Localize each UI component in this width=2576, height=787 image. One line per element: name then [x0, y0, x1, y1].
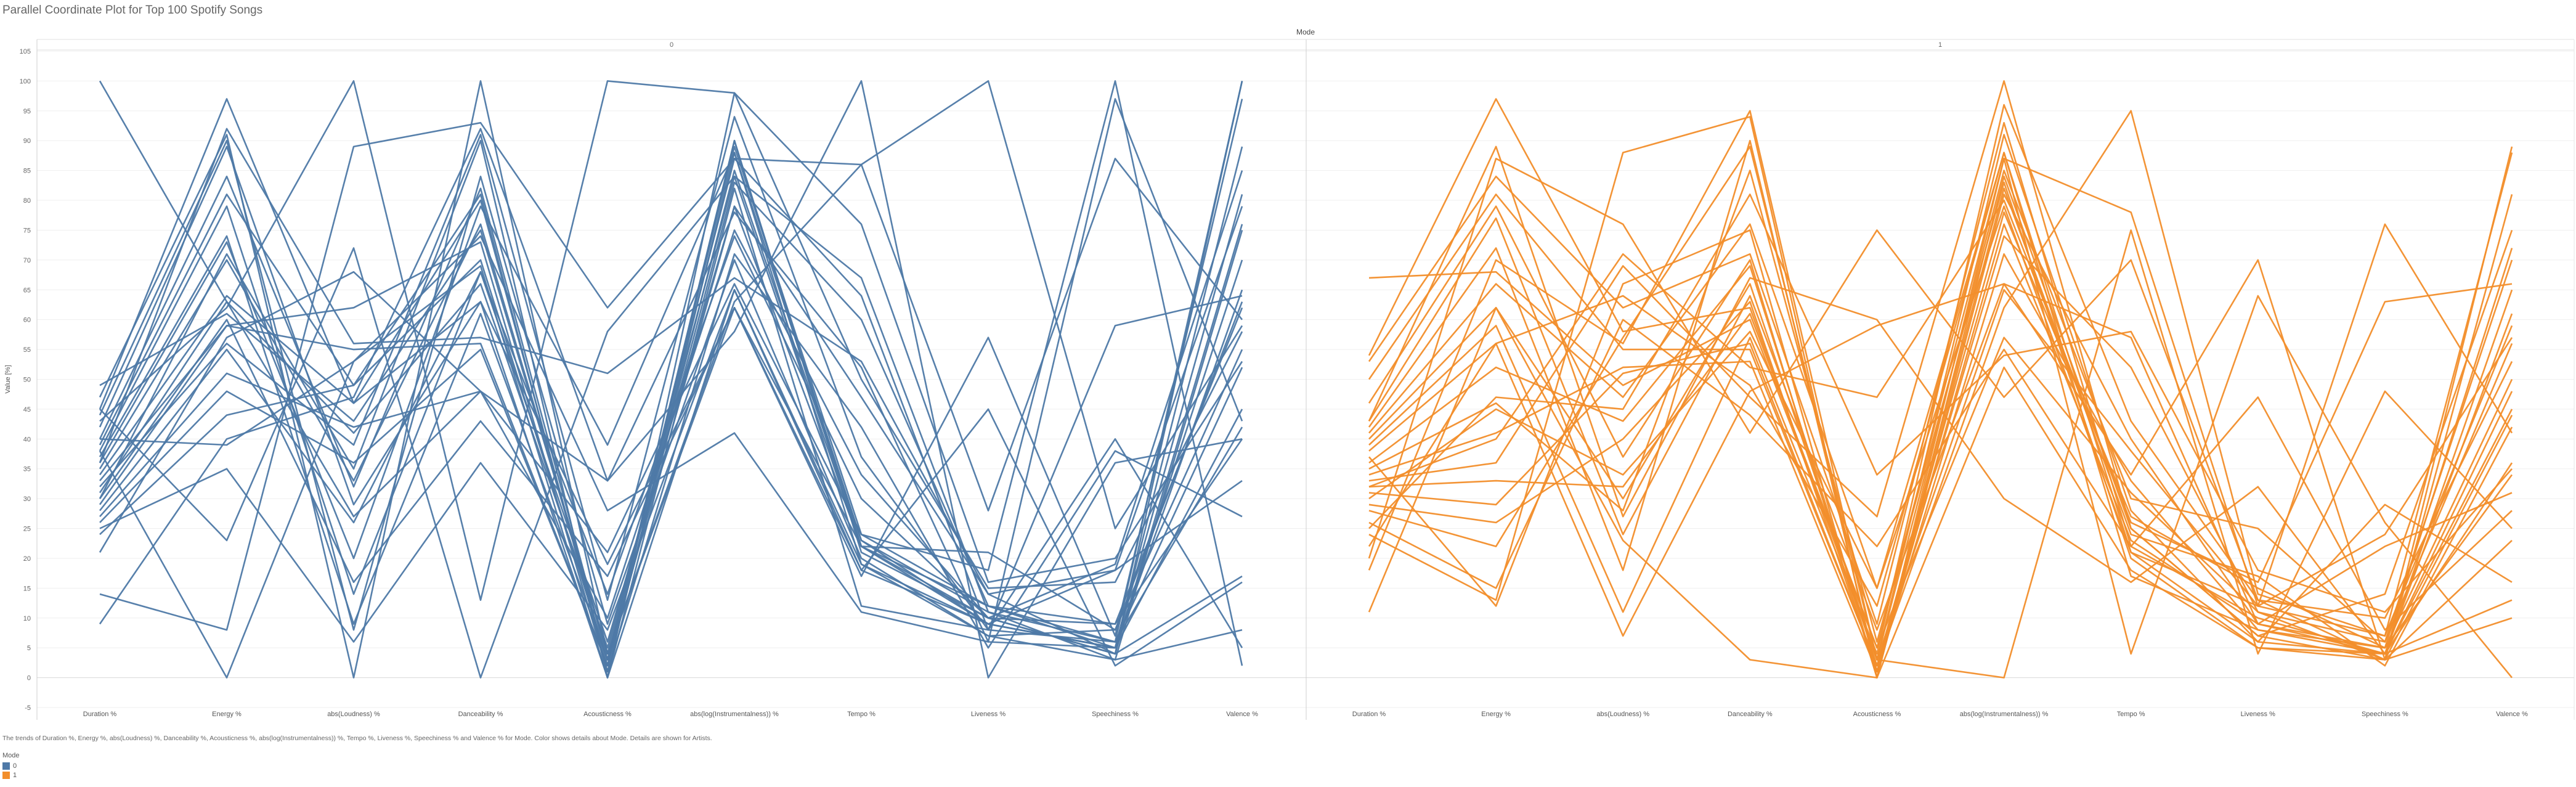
- x-tick-label: Speechiness %: [2362, 711, 2408, 718]
- y-tick-label: 70: [23, 257, 31, 264]
- x-tick-label: Tempo %: [847, 711, 876, 718]
- x-tick-label: Duration %: [83, 711, 117, 718]
- legend: Mode 0 1: [2, 752, 20, 780]
- x-tick-label: Danceability %: [458, 711, 503, 718]
- series-line-mode-1: [1368, 152, 2513, 649]
- series-line-mode-0: [99, 139, 1243, 679]
- series-line-mode-0: [99, 80, 1243, 679]
- x-tick-label: Acousticness %: [1853, 711, 1901, 718]
- x-tick-label: Energy %: [1481, 711, 1511, 718]
- x-tick-label: Acousticness %: [583, 711, 632, 718]
- series-line-mode-0: [99, 152, 1243, 673]
- x-tick-label: Liveness %: [2241, 711, 2275, 718]
- series-line-mode-0: [99, 92, 1243, 679]
- y-tick-label: 80: [23, 197, 31, 205]
- legend-label-1: 1: [13, 771, 17, 779]
- legend-title: Mode: [2, 752, 20, 759]
- text-layer: Mode-50510152025303540455055606570758085…: [4, 28, 2528, 718]
- x-tick-label: Valence %: [1226, 711, 1258, 718]
- series-line-mode-0: [99, 205, 1243, 643]
- parallel-coordinate-chart: Mode-50510152025303540455055606570758085…: [4, 28, 2575, 720]
- series-line-mode-1: [1368, 194, 2513, 679]
- y-tick-label: 10: [23, 615, 31, 622]
- x-tick-label: Speechiness %: [1092, 711, 1139, 718]
- x-tick-label: Duration %: [1352, 711, 1386, 718]
- y-axis-title: Value [%]: [4, 365, 12, 393]
- series-line-mode-1: [1368, 157, 2513, 679]
- series-line-mode-0: [99, 80, 1243, 666]
- series-line-mode-1: [1368, 199, 2513, 584]
- y-tick-label: 30: [23, 495, 31, 503]
- y-tick-label: 75: [23, 227, 31, 234]
- chart-title: Parallel Coordinate Plot for Top 100 Spo…: [2, 4, 263, 17]
- y-tick-label: 100: [20, 78, 31, 85]
- frame-layer: [36, 39, 2575, 720]
- x-tick-label: Energy %: [212, 711, 242, 718]
- y-tick-label: 5: [27, 645, 31, 652]
- series-line-mode-1: [1368, 145, 2513, 655]
- column-header: Mode: [1296, 28, 1315, 36]
- x-tick-label: abs(Loudness) %: [327, 711, 380, 718]
- x-tick-label: Valence %: [2496, 711, 2528, 718]
- legend-item-mode-1[interactable]: 1: [2, 770, 20, 780]
- series-line-mode-1: [1368, 134, 2513, 661]
- y-tick-label: 25: [23, 526, 31, 533]
- series-line-mode-0: [99, 170, 1243, 619]
- panel-header-mode-0: 0: [670, 41, 673, 49]
- y-tick-label: 20: [23, 555, 31, 563]
- series-line-mode-0: [99, 80, 1243, 601]
- y-tick-label: 65: [23, 287, 31, 294]
- panel-header-mode-1: 1: [1938, 41, 1942, 49]
- y-tick-label: 85: [23, 168, 31, 175]
- series-line-mode-1: [1368, 319, 2513, 631]
- lines-layer: [99, 80, 2513, 679]
- y-tick-label: 50: [23, 377, 31, 384]
- legend-item-mode-0[interactable]: 0: [2, 761, 20, 770]
- y-tick-label: 35: [23, 466, 31, 473]
- x-tick-label: Tempo %: [2117, 711, 2145, 718]
- series-line-mode-0: [99, 157, 1243, 655]
- y-tick-label: 40: [23, 436, 31, 443]
- chart-caption: The trends of Duration %, Energy %, abs(…: [2, 735, 712, 742]
- series-line-mode-1: [1368, 110, 2513, 679]
- legend-label-0: 0: [13, 762, 17, 770]
- y-tick-label: 95: [23, 108, 31, 115]
- y-tick-label: 0: [27, 675, 31, 682]
- x-tick-label: abs(Loudness) %: [1596, 711, 1649, 718]
- series-line-mode-1: [1368, 139, 2513, 673]
- series-line-mode-0: [99, 80, 1243, 649]
- series-line-mode-1: [1368, 110, 2513, 667]
- x-tick-label: Danceability %: [1728, 711, 1773, 718]
- series-line-mode-1: [1368, 235, 2513, 667]
- series-line-mode-0: [99, 80, 1243, 631]
- series-line-mode-0: [99, 98, 1243, 643]
- y-tick-label: 90: [23, 137, 31, 145]
- y-tick-label: 55: [23, 346, 31, 354]
- series-line-mode-0: [99, 265, 1243, 679]
- y-tick-label: 60: [23, 317, 31, 324]
- series-line-mode-1: [1368, 259, 2513, 661]
- series-line-mode-0: [99, 175, 1243, 679]
- series-line-mode-0: [99, 139, 1243, 661]
- legend-swatch-1: [2, 771, 10, 779]
- series-line-mode-1: [1368, 253, 2513, 673]
- x-tick-label: Liveness %: [971, 711, 1006, 718]
- series-line-mode-1: [1368, 157, 2513, 661]
- series-line-mode-1: [1368, 116, 2513, 679]
- series-line-mode-1: [1368, 152, 2513, 643]
- series-line-mode-0: [99, 80, 1243, 679]
- y-tick-label: 105: [20, 48, 31, 55]
- series-line-mode-1: [1368, 194, 2513, 613]
- series-line-mode-0: [99, 194, 1243, 673]
- x-tick-label: abs(log(Instrumentalness)) %: [1960, 711, 2049, 718]
- series-line-mode-0: [99, 128, 1243, 655]
- x-tick-label: abs(log(Instrumentalness)) %: [690, 711, 779, 718]
- y-tick-label: 15: [23, 585, 31, 592]
- y-tick-label: -5: [25, 704, 31, 712]
- grid-layer: [37, 51, 2574, 708]
- series-line-mode-1: [1368, 169, 2513, 661]
- legend-swatch-0: [2, 762, 10, 770]
- y-tick-label: 45: [23, 406, 31, 414]
